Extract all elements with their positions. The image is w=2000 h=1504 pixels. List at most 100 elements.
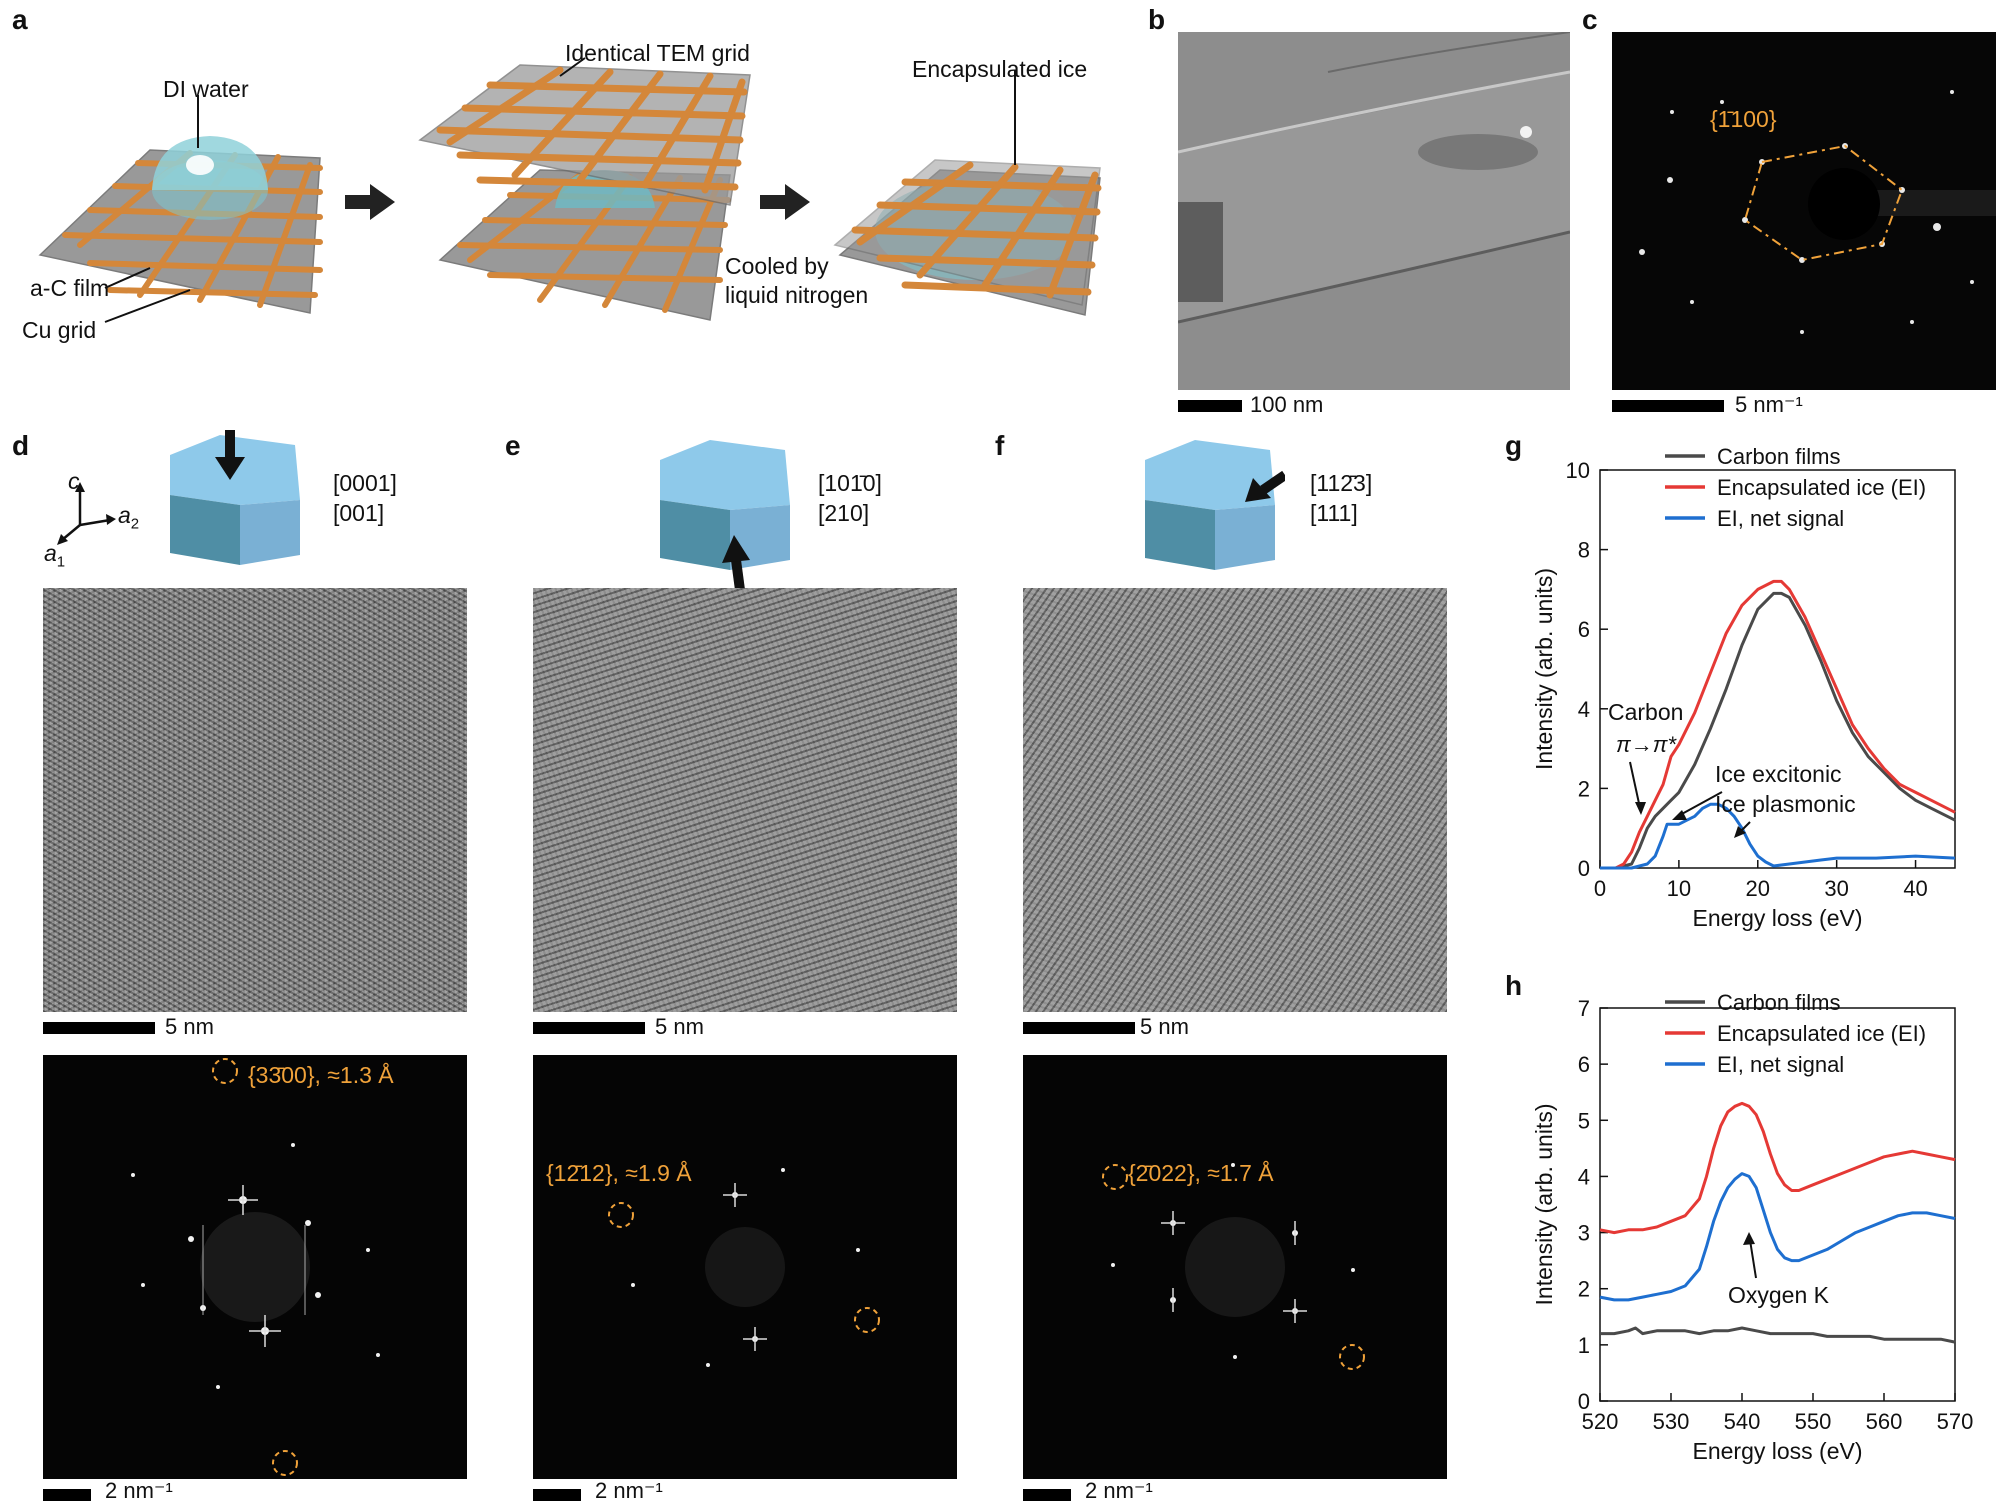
arrow-oxygen: [1749, 1239, 1757, 1279]
series-line-2: [1599, 1172, 1956, 1302]
x-tick-label: 560: [1866, 1409, 1903, 1434]
y-tick-label: 3: [1578, 1221, 1590, 1246]
x-tick-label: 550: [1795, 1409, 1832, 1434]
arrow-excitonic: [1679, 791, 1723, 816]
arrowhead-carbon-icon: [1635, 802, 1646, 815]
x-tick-label: 0: [1594, 876, 1606, 901]
legend-entry-2: EI, net signal: [1717, 1052, 1844, 1077]
y-tick-label: 8: [1578, 538, 1590, 563]
series-line-1: [1600, 579, 1956, 870]
plot-frame: [1599, 1007, 1956, 1402]
label-cooled-line1: Cooled by: [725, 253, 829, 279]
y-tick-label: 6: [1578, 1052, 1590, 1077]
fft-annotation-e: {12̄12}, ≈1.9 Å: [546, 1160, 692, 1186]
hrtem-image-f: [1023, 588, 1447, 1012]
legend-entry-1: Encapsulated ice (EI): [1717, 1021, 1926, 1046]
y-tick-label: 10: [1566, 458, 1590, 483]
axis-a1-sub: 1: [56, 553, 66, 571]
x-tick-label: 10: [1667, 876, 1691, 901]
annotation-pi-pi: π→π*: [1616, 732, 1677, 757]
fft-image-e: [533, 1055, 957, 1479]
diffraction-pattern-c: [1612, 32, 1996, 390]
scalebar-e-real: [533, 1022, 645, 1034]
annotation-c: {1̄100}: [1710, 106, 1777, 132]
y-tick-label: 4: [1578, 1164, 1590, 1189]
hexagonal-prism-f: [1145, 440, 1285, 570]
tem-image-b-content: [1178, 32, 1570, 390]
fft-pattern-e: [533, 1055, 957, 1479]
panel-label-f: f: [995, 430, 1005, 461]
axis-a2-sub: 2: [130, 515, 140, 533]
fft-image-f: [1023, 1055, 1447, 1479]
y-tick-label: 2: [1578, 776, 1590, 801]
legend-entry-2: EI, net signal: [1717, 506, 1844, 531]
hrtem-image-e: [533, 588, 957, 1012]
scalebar-d-fft: [43, 1489, 91, 1501]
axis-a2-label: a2: [118, 502, 139, 533]
y-axis-label: Intensity (arb. units): [1531, 1104, 1557, 1306]
annotation-carbon: Carbon: [1608, 699, 1683, 725]
scalebar-c-label: 5 nm⁻¹: [1735, 392, 1803, 417]
legend-entry-0: Carbon films: [1717, 444, 1840, 469]
x-tick-label: 540: [1724, 1409, 1761, 1434]
scalebar-e-fft-label: 2 nm⁻¹: [595, 1478, 663, 1503]
y-tick-label: 1: [1578, 1333, 1590, 1358]
scalebar-e-fft: [533, 1489, 581, 1501]
series-line-1: [1599, 1101, 1956, 1235]
y-tick-label: 4: [1578, 697, 1590, 722]
fft-annotation-d: {33̄00}, ≈1.3 Å: [248, 1062, 394, 1088]
label-identical-tem-grid: Identical TEM grid: [565, 40, 750, 66]
label-cooled-line2: liquid nitrogen: [725, 282, 869, 308]
arrowhead-plasmonic-icon: [1734, 826, 1746, 838]
hexagonal-prism-d: [170, 430, 300, 565]
axis-a1-letter: a: [44, 540, 57, 566]
hexagonal-prism-e: [660, 440, 790, 606]
arrow-carbon: [1629, 761, 1641, 809]
crystal-axes-d: [57, 482, 116, 545]
x-axis-label: Energy loss (eV): [1692, 1438, 1862, 1464]
y-tick-label: 2: [1578, 1277, 1590, 1302]
zone-axis-d-1: [0001]: [333, 470, 397, 496]
scalebar-b-label: 100 nm: [1250, 392, 1324, 417]
x-tick-label: 40: [1903, 876, 1927, 901]
scalebar-d-fft-label: 2 nm⁻¹: [105, 1478, 173, 1503]
panel-label-e: e: [505, 430, 521, 461]
scalebar-d-real-label: 5 nm: [165, 1014, 214, 1039]
scalebar-c: [1612, 400, 1724, 412]
panel-label-g: g: [1505, 430, 1523, 461]
hrtem-image-d: [43, 588, 467, 1012]
tem-image-b: [1178, 32, 1570, 390]
annotation-oxygen-k-text: Oxygen K: [1728, 1282, 1830, 1308]
series-line-0: [1600, 1326, 1956, 1344]
axis-c-label: c: [68, 468, 80, 494]
annotation-ice-plasmonic: Ice plasmonic: [1715, 791, 1856, 817]
label-ac-film: a-C film: [30, 275, 110, 301]
y-axis-label: Intensity (arb. units): [1531, 568, 1557, 770]
scalebar-f-real-label: 5 nm: [1140, 1014, 1189, 1039]
series-line-2: [1600, 802, 1956, 870]
x-tick-label: 20: [1746, 876, 1770, 901]
panel-a-schematic: [38, 57, 1102, 323]
annotation-oxygen-k: Oxygen K: [1728, 1282, 1830, 1308]
zone-axis-f-2: [111]: [1310, 500, 1358, 526]
legend-entry-0: Carbon films: [1717, 990, 1840, 1015]
scalebar-e-real-label: 5 nm: [655, 1014, 704, 1039]
x-tick-label: 520: [1582, 1409, 1619, 1434]
x-axis-label: Energy loss (eV): [1692, 905, 1862, 931]
panel-label-a: a: [12, 4, 28, 35]
label-encapsulated-ice: Encapsulated ice: [912, 56, 1088, 82]
schematic-step-2: [418, 57, 751, 321]
schematic-step-1: [38, 95, 323, 323]
arrow-right-icon: [760, 184, 810, 220]
schematic-step-3: [833, 70, 1102, 316]
x-tick-label: 530: [1653, 1409, 1690, 1434]
fft-pattern-d: [43, 1055, 467, 1479]
zone-axis-d-2: [001]: [333, 500, 385, 526]
zone-axis-e-2: [210]: [818, 500, 870, 526]
diffraction-image-c: [1612, 32, 1996, 390]
annotation-ice-excitonic: Ice excitonic: [1715, 761, 1842, 787]
scalebar-d-real: [43, 1022, 155, 1034]
legend-entry-1: Encapsulated ice (EI): [1717, 475, 1926, 500]
fft-pattern-f: [1023, 1055, 1447, 1479]
y-tick-label: 5: [1578, 1108, 1590, 1133]
